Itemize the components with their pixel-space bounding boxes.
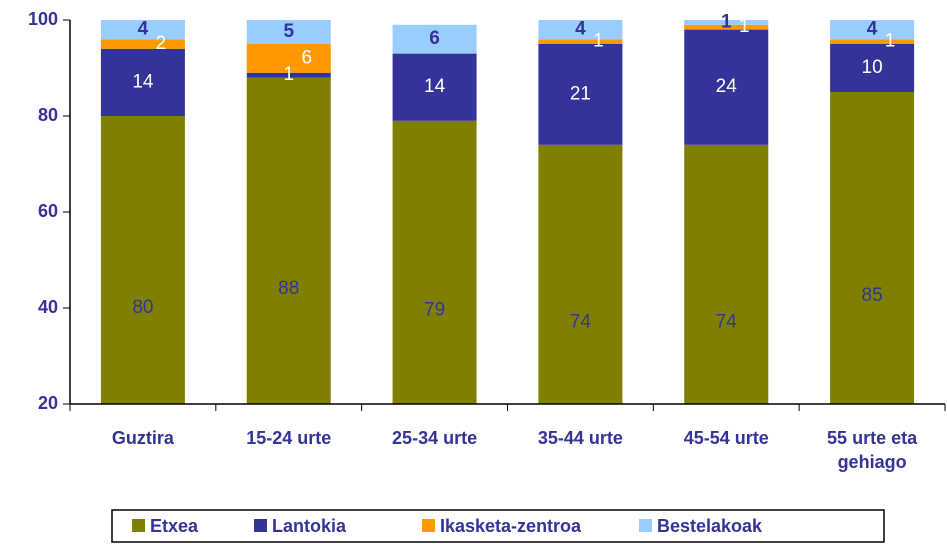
y-tick-label: 20 bbox=[38, 393, 58, 413]
data-label: 6 bbox=[429, 28, 440, 49]
x-tick-label: 25-34 urte bbox=[392, 428, 478, 448]
data-label: 79 bbox=[424, 299, 445, 320]
data-label: 14 bbox=[132, 71, 154, 92]
bar-segment bbox=[684, 144, 769, 404]
legend-swatch bbox=[132, 519, 145, 532]
data-label: 1 bbox=[721, 11, 732, 32]
legend-label: Etxea bbox=[150, 516, 199, 536]
data-label: 24 bbox=[716, 76, 738, 97]
bar-segment bbox=[392, 24, 477, 54]
legend-swatch bbox=[639, 519, 652, 532]
bar-segment bbox=[684, 20, 769, 25]
bar-segment bbox=[246, 72, 331, 78]
data-label: 88 bbox=[278, 278, 299, 299]
y-tick-label: 60 bbox=[38, 201, 58, 221]
bar-segment bbox=[538, 144, 623, 404]
x-tick-label-box: 45-54 urte bbox=[683, 428, 769, 448]
y-tick-label: 80 bbox=[38, 105, 58, 125]
data-label: 5 bbox=[283, 21, 294, 42]
data-label: 74 bbox=[570, 311, 592, 332]
bar-segment bbox=[100, 39, 185, 49]
data-label: 1 bbox=[593, 31, 604, 52]
y-tick-label: 40 bbox=[38, 297, 58, 317]
data-label: 10 bbox=[862, 57, 883, 78]
legend-box bbox=[111, 509, 885, 543]
bar-segment bbox=[392, 53, 477, 121]
data-label: 80 bbox=[132, 297, 153, 318]
bar-segment bbox=[392, 120, 477, 404]
x-tick-label-box: 35-44 urte bbox=[537, 428, 623, 448]
data-label: 4 bbox=[867, 19, 878, 40]
bar-segment bbox=[100, 20, 185, 40]
data-label: 4 bbox=[138, 19, 149, 40]
legend-swatch bbox=[254, 519, 267, 532]
y-tick-label: 100 bbox=[28, 9, 58, 29]
legend-label: Bestelakoak bbox=[657, 516, 763, 536]
x-tick-label: 55 urte eta gehiago bbox=[827, 428, 918, 472]
bar-segment bbox=[246, 44, 331, 73]
bar-segment bbox=[684, 24, 769, 30]
bar-segment bbox=[830, 92, 915, 404]
legend-label: Lantokia bbox=[272, 516, 347, 536]
data-label: 1 bbox=[283, 64, 294, 85]
legend-swatch bbox=[422, 519, 435, 532]
x-tick-label-box: 55 urte eta gehiago bbox=[827, 428, 918, 472]
x-tick-label-box: 25-34 urte bbox=[392, 428, 478, 448]
x-tick-label: 45-54 urte bbox=[683, 428, 769, 448]
bar-segment bbox=[684, 29, 769, 145]
bar-segment bbox=[830, 44, 915, 92]
bar-segment bbox=[538, 20, 623, 40]
x-tick-label-box: Guztira bbox=[111, 428, 174, 448]
x-tick-label: 15-24 urte bbox=[246, 428, 332, 448]
bar-segment bbox=[538, 44, 623, 145]
data-label: 14 bbox=[424, 76, 446, 97]
x-tick-label: 35-44 urte bbox=[537, 428, 623, 448]
plot-area bbox=[100, 20, 915, 404]
data-label: 85 bbox=[862, 285, 883, 306]
data-label: 6 bbox=[301, 47, 312, 68]
data-label: 74 bbox=[716, 311, 738, 332]
bar-segment bbox=[246, 77, 331, 404]
data-label: 2 bbox=[156, 33, 167, 54]
data-label: 21 bbox=[570, 83, 591, 104]
bar-segment bbox=[538, 39, 623, 44]
bar-segment bbox=[830, 20, 915, 40]
data-label: 4 bbox=[575, 19, 586, 40]
bar-segment bbox=[246, 20, 331, 44]
bar-segment bbox=[830, 39, 915, 44]
data-label: 1 bbox=[885, 31, 896, 52]
bar-segment bbox=[100, 48, 185, 116]
x-tick-label: Guztira bbox=[111, 428, 174, 448]
x-tick-label-box: 15-24 urte bbox=[246, 428, 332, 448]
legend-label: Ikasketa-zentroa bbox=[440, 516, 582, 536]
bar-segment bbox=[100, 116, 185, 404]
data-label: 1 bbox=[739, 16, 750, 37]
